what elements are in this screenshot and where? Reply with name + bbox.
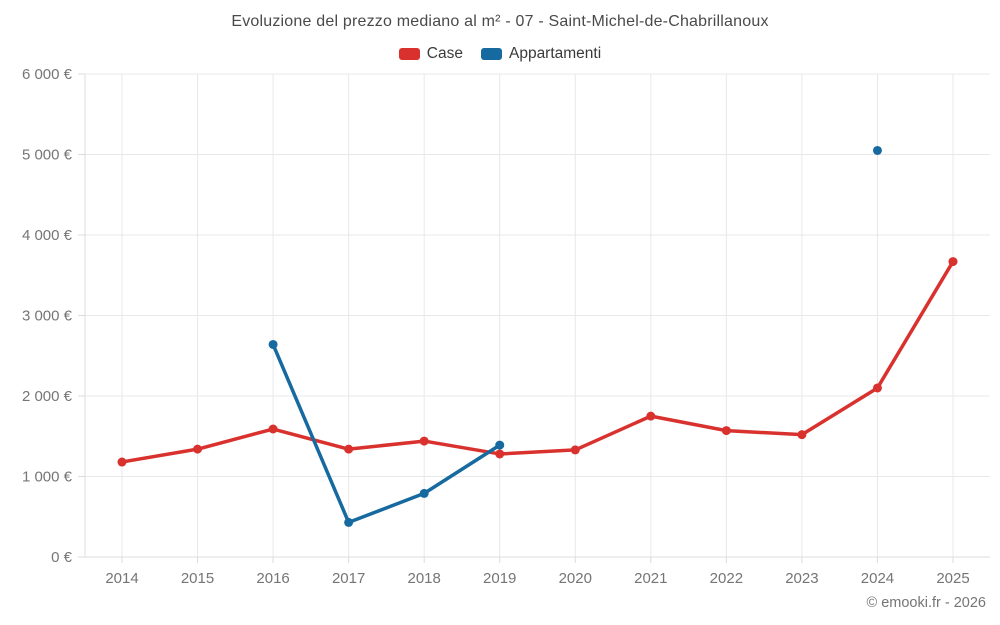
data-point[interactable] (268, 424, 278, 434)
legend-item-case[interactable]: Case (398, 45, 463, 63)
data-point[interactable] (268, 339, 278, 349)
x-tick-label: 2016 (256, 570, 289, 587)
data-point[interactable] (872, 383, 882, 393)
data-point[interactable] (495, 440, 505, 450)
data-point[interactable] (495, 449, 505, 459)
y-axis-labels: 0 € 1 000 € 2 000 € 3 000 € 4 000 € 5 000 € 6 … (22, 66, 73, 566)
gridlines (78, 73, 990, 563)
series-line (120, 259, 955, 464)
x-tick-label: 2024 (861, 570, 894, 587)
x-tick-label: 2021 (634, 570, 667, 587)
x-tick-label: 2014 (105, 570, 138, 587)
data-point[interactable] (646, 411, 656, 421)
x-tick-label: 2015 (181, 570, 214, 587)
attribution: © emooki.fr - 2026 (866, 595, 986, 611)
x-tick-label: 2023 (785, 570, 818, 587)
chart-title: Evoluzione del prezzo mediano al m² - 07… (231, 13, 769, 30)
y-tick-label: 0 € (51, 549, 73, 566)
x-tick-label: 2017 (332, 570, 365, 587)
legend-item-appartamenti[interactable]: Appartamenti (480, 45, 602, 63)
x-tick-label: 2022 (710, 570, 743, 587)
data-point[interactable] (344, 517, 354, 527)
y-tick-label: 1 000 € (22, 469, 73, 486)
y-tick-label: 5 000 € (22, 147, 73, 164)
series-appartamenti (268, 145, 882, 527)
data-point[interactable] (344, 444, 354, 454)
x-tick-label: 2025 (936, 570, 969, 587)
x-tick-label: 2019 (483, 570, 516, 587)
data-point[interactable] (948, 257, 958, 267)
appartamenti-series-swatch-icon (480, 48, 502, 60)
series-line (271, 342, 502, 525)
y-tick-label: 3 000 € (22, 308, 73, 325)
data-point[interactable] (193, 444, 203, 454)
legend-label-case: Case (426, 45, 463, 62)
x-tick-label: 2018 (407, 570, 440, 587)
data-point[interactable] (721, 426, 731, 436)
x-axis-labels: 2014 2015 2016 2017 2018 2019 2020 2021 2022 2023… (105, 570, 969, 587)
x-tick-label: 2020 (559, 570, 592, 587)
y-tick-label: 6 000 € (22, 66, 73, 83)
data-point[interactable] (797, 430, 807, 440)
data-point[interactable] (419, 488, 429, 498)
data-point[interactable] (570, 445, 580, 455)
case-series-swatch-icon (398, 48, 420, 60)
legend: Case Appartamenti (0, 45, 1000, 63)
y-tick-label: 2 000 € (22, 388, 73, 405)
data-point[interactable] (419, 436, 429, 446)
series-case (117, 257, 958, 467)
data-point[interactable] (117, 457, 127, 467)
data-point[interactable] (872, 145, 882, 155)
legend-label-appartamenti: Appartamenti (508, 45, 602, 62)
y-tick-label: 4 000 € (22, 227, 73, 244)
